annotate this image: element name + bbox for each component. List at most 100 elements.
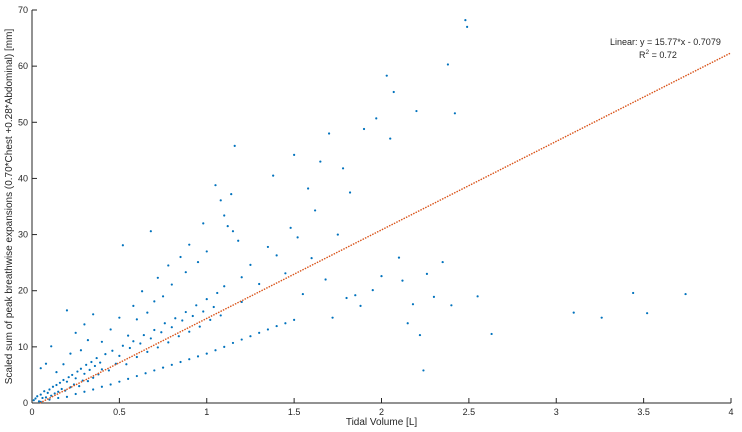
x-tick-label: 0 [29,407,34,417]
data-point [69,352,72,355]
data-point [86,380,90,383]
x-axis-ticks: 0 0.5 1 1.5 2 2.5 3 3.5 4 [29,398,734,417]
data-point [441,260,444,264]
data-point [209,318,212,322]
data-point [111,349,114,352]
data-point [109,383,112,386]
data-point [139,342,142,345]
data-point [127,334,130,337]
fit-line-group [39,52,732,404]
data-point [100,385,103,388]
data-point [319,160,322,163]
data-point [99,361,102,364]
data-point [223,214,226,217]
y-tick-label: 10 [18,342,28,352]
data-point [135,318,138,321]
data-point [249,263,252,266]
data-point [48,388,51,391]
data-point [83,390,86,393]
data-point [411,303,415,306]
data-point [39,393,42,396]
data-point [118,354,121,357]
data-point [188,243,191,246]
data-point [65,395,69,398]
data-point [48,398,51,401]
data-point [181,319,184,322]
data-point [307,187,310,190]
data-point [146,350,149,354]
data-point [88,368,91,371]
data-point [85,363,88,366]
data-point [632,291,635,295]
data-point [380,275,383,278]
data-point [74,392,77,396]
data-point [107,369,110,372]
data-point [354,294,357,297]
data-point [43,390,46,393]
data-point [188,330,191,333]
data-point [418,333,422,337]
data-point [223,285,226,288]
x-tick-label: 1 [204,407,209,417]
data-point [233,144,236,147]
y-tick-label: 20 [18,286,28,296]
data-point [301,292,304,296]
data-point [92,313,95,316]
x-axis-label: Tidal Volume [L] [346,417,418,428]
data-point [184,310,187,314]
data-point [327,132,331,135]
data-point [196,260,200,264]
data-point [135,374,138,378]
data-point [214,184,217,187]
data-point [385,74,388,77]
r-squared-prefix: R [639,50,646,60]
data-point [249,335,252,338]
data-point [284,322,287,325]
data-point [163,322,166,325]
data-point [62,363,65,366]
data-point [359,304,362,307]
data-point [71,373,74,377]
data-point [161,295,165,298]
data-point [161,366,165,369]
data-point [348,191,352,194]
data-point [240,276,243,279]
data-point [336,233,339,236]
data-point [214,349,217,352]
x-tick-label: 2 [379,407,384,417]
data-point [50,345,53,348]
data-point [272,174,275,177]
data-point [223,345,226,348]
r-squared-text: R2 = 0.72 [639,49,677,60]
y-tick-label: 70 [18,5,28,15]
data-point [216,291,219,295]
data-point [92,388,95,391]
data-point [76,370,79,373]
data-point [34,397,37,400]
data-point [240,338,243,341]
data-point [258,331,261,334]
data-point [179,360,182,364]
data-point [296,236,299,239]
data-point [74,377,77,380]
data-point [156,276,159,279]
y-tick-label: 40 [18,173,28,183]
data-point [93,364,97,368]
data-point [205,298,208,301]
data-point [41,396,44,400]
x-tick-label: 1.5 [288,407,301,417]
data-point [289,226,292,229]
data-point [170,326,173,329]
x-tick-label: 2.5 [463,407,476,417]
data-point [140,290,144,293]
data-point [74,331,77,334]
data-point [600,316,603,319]
y-tick-label: 0 [23,398,28,408]
data-point [55,383,58,387]
data-point [156,346,159,349]
data-point [275,324,278,328]
r-squared-superscript: 2 [646,49,650,56]
data-point [153,300,156,303]
data-point [160,331,163,334]
